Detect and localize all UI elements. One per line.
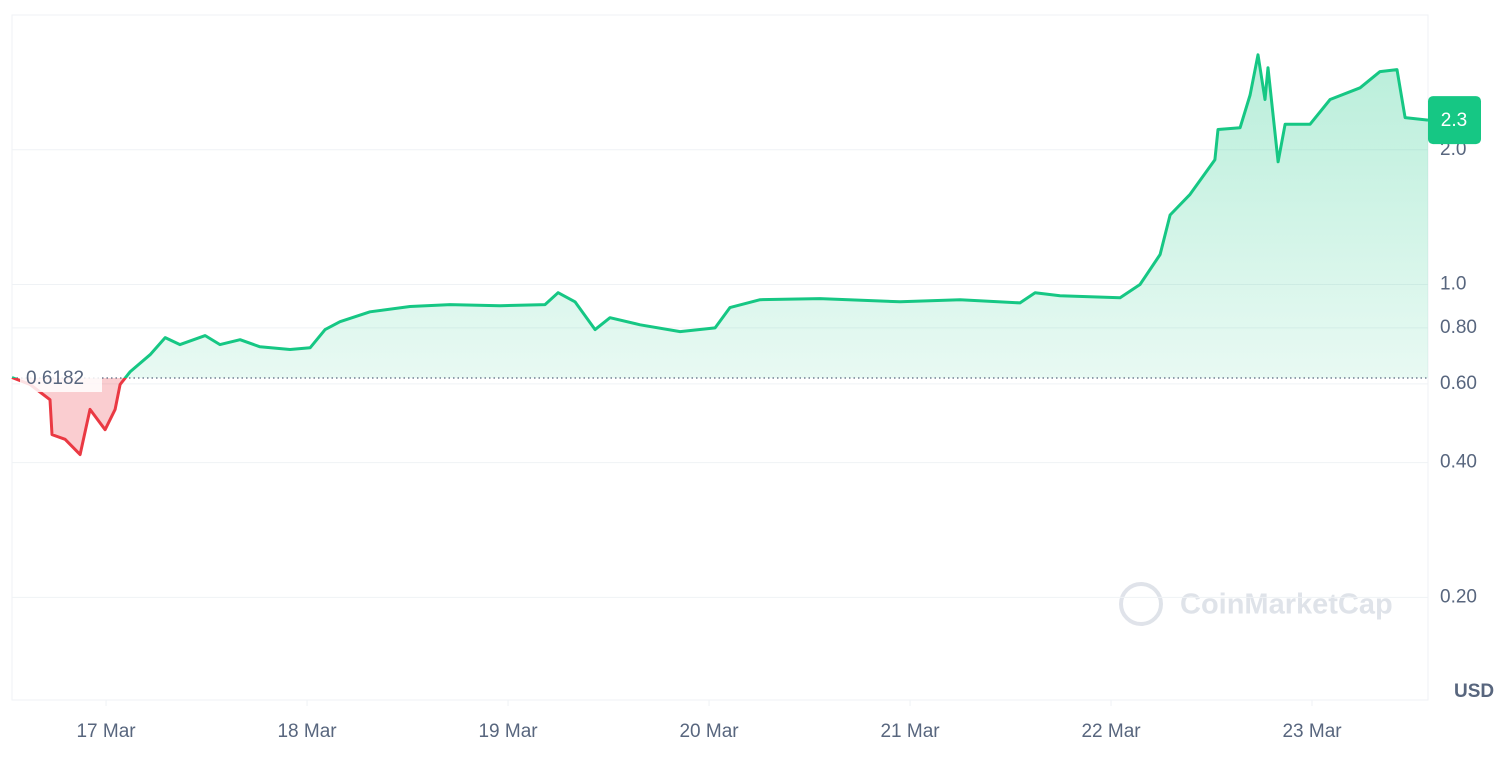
baseline-label: 0.6182 [26,368,84,389]
last-price-badge [1428,96,1481,145]
x-tick-label: 18 Mar [277,721,337,742]
y-tick-label: 0.40 [1440,452,1477,473]
x-tick-label: 21 Mar [880,721,940,742]
x-tick-label: 19 Mar [478,721,538,742]
baseline-label-bg [20,364,102,393]
y-tick-label: 0.60 [1440,373,1477,394]
x-tick-label: 20 Mar [679,721,739,742]
area-up [12,54,1428,379]
y-tick-label: 1.0 [1440,274,1466,295]
watermark-text: CoinMarketCap [1180,589,1393,621]
price-line-up [11,53,1429,379]
x-tick-label: 17 Mar [76,721,136,742]
currency-label: USD [1454,681,1494,702]
watermark: CoinMarketCap [1119,582,1393,626]
y-tick-label: 0.20 [1440,586,1477,607]
last-price-label: 2.3 [1441,110,1467,131]
x-tick-label: 22 Mar [1081,721,1141,742]
x-tick-label: 23 Mar [1282,721,1342,742]
y-tick-label: 0.80 [1440,317,1477,338]
